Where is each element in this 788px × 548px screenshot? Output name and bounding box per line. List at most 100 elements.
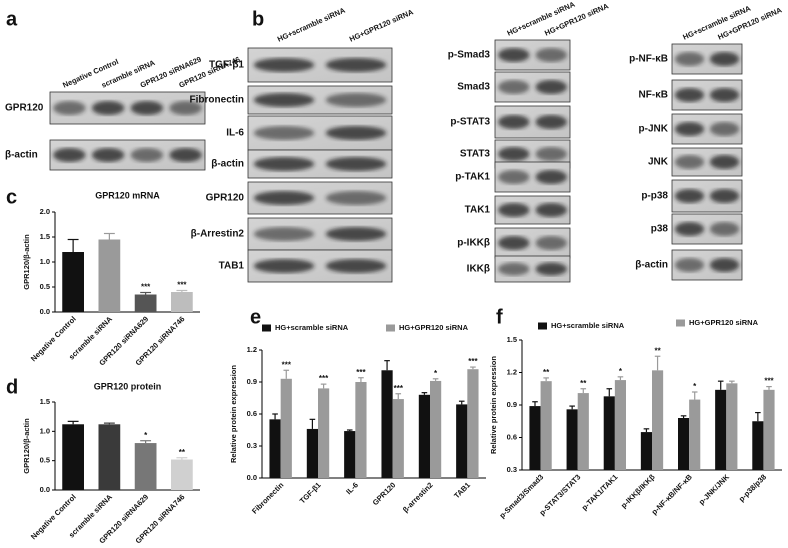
row-label: p-IKKβ [457, 238, 490, 249]
bar [529, 406, 541, 470]
significance: ** [543, 368, 550, 377]
y-axis-label: Relative protein expression [229, 365, 238, 463]
panel-label: e [250, 306, 261, 328]
y-axis-label: GPR120/β-actin [22, 418, 31, 474]
x-tick-label: p-JNK/JNK [697, 472, 731, 506]
bar [392, 399, 404, 478]
error-bar [384, 360, 390, 371]
blot-band [709, 189, 740, 203]
row-label: p-TAK1 [455, 172, 490, 183]
error-bar [755, 411, 761, 422]
blot-band [253, 93, 315, 107]
row-label: β-actin [635, 260, 668, 271]
bar [467, 369, 479, 478]
bar [715, 389, 727, 470]
row-label: β-actin [211, 159, 244, 170]
blot-band [325, 157, 387, 171]
row-label: β-Arrestin2 [191, 229, 245, 240]
bar [418, 394, 430, 478]
bar [98, 424, 121, 490]
blot-band [535, 170, 567, 184]
x-tick-label: TGF-β1 [298, 480, 323, 505]
row-label: β-actin [5, 150, 38, 161]
legend-label: HG+scramble siRNA [551, 321, 625, 330]
blot-band [169, 101, 202, 115]
row-label: Fibronectin [190, 95, 244, 106]
blot-band [535, 262, 567, 276]
blot-band [253, 126, 315, 140]
bar [577, 393, 589, 470]
bar [98, 239, 121, 312]
error-bar [458, 400, 465, 405]
blot-band [325, 259, 387, 273]
error-bar [569, 405, 575, 410]
error-bar [395, 393, 402, 400]
blot-band [130, 148, 164, 162]
row-label: GPR120 [206, 193, 245, 204]
bar [62, 424, 84, 490]
blot-band [535, 80, 567, 94]
bar [763, 389, 775, 470]
legend-swatch [386, 324, 395, 332]
significance: *** [177, 281, 187, 290]
error-bar [140, 440, 152, 444]
panel-label: f [496, 306, 503, 328]
bar [280, 378, 292, 478]
row-label: p-STAT3 [450, 117, 490, 128]
row-label: Smad3 [457, 82, 490, 93]
legend-swatch [676, 319, 685, 327]
y-tick-label: 0.5 [40, 282, 50, 291]
significance: * [693, 382, 697, 391]
error-bar [580, 388, 587, 394]
row-label: TAB1 [219, 261, 245, 272]
error-bar [346, 429, 353, 432]
bar [540, 381, 552, 470]
row-label: p38 [651, 224, 669, 235]
error-bar [717, 380, 724, 390]
error-bar [309, 418, 316, 429]
x-tick-label: IL-6 [344, 480, 360, 496]
bar [566, 409, 578, 470]
error-bar [103, 422, 115, 425]
blot-band [498, 170, 530, 184]
error-bar [606, 388, 613, 397]
y-tick-label: 0.0 [40, 485, 50, 494]
chart-title: GPR120 mRNA [95, 190, 160, 200]
bar [456, 404, 468, 478]
y-tick-label: 0.0 [247, 473, 257, 482]
blot-band [709, 88, 740, 102]
blot-band [709, 122, 740, 136]
panel-label: a [6, 8, 18, 30]
y-tick-label: 0.3 [507, 465, 517, 474]
blot-band [535, 203, 567, 217]
panel-label: d [6, 376, 18, 398]
bar [430, 380, 442, 478]
row-label: p-p38 [641, 191, 668, 202]
row-label: JNK [648, 157, 669, 168]
error-bar [680, 415, 687, 418]
y-tick-label: 0.6 [507, 432, 517, 441]
bar [171, 292, 193, 312]
blot-band [709, 258, 740, 272]
blot-band [498, 147, 530, 161]
lane-label: HG+GPR120 siRNA [348, 7, 415, 44]
significance: *** [282, 360, 292, 369]
legend-label: HG+GPR120 siRNA [399, 323, 469, 332]
blot-band [253, 58, 315, 72]
bar [134, 294, 157, 312]
significance: * [619, 367, 623, 376]
y-tick-label: 1.5 [507, 335, 517, 344]
y-tick-label: 1.0 [40, 257, 50, 266]
error-bar [140, 291, 152, 295]
x-tick-label: β-arrestin2 [401, 480, 435, 514]
panel-label: b [252, 8, 264, 30]
x-tick-label: p-IKKβ/IKKβ [619, 472, 657, 510]
error-bar [729, 380, 735, 384]
blot-band [53, 101, 86, 115]
blot-band [253, 227, 315, 241]
bar [344, 431, 356, 478]
blot-band [498, 262, 530, 276]
row-label: STAT3 [460, 149, 491, 160]
bar [355, 382, 367, 478]
bar [171, 459, 193, 490]
